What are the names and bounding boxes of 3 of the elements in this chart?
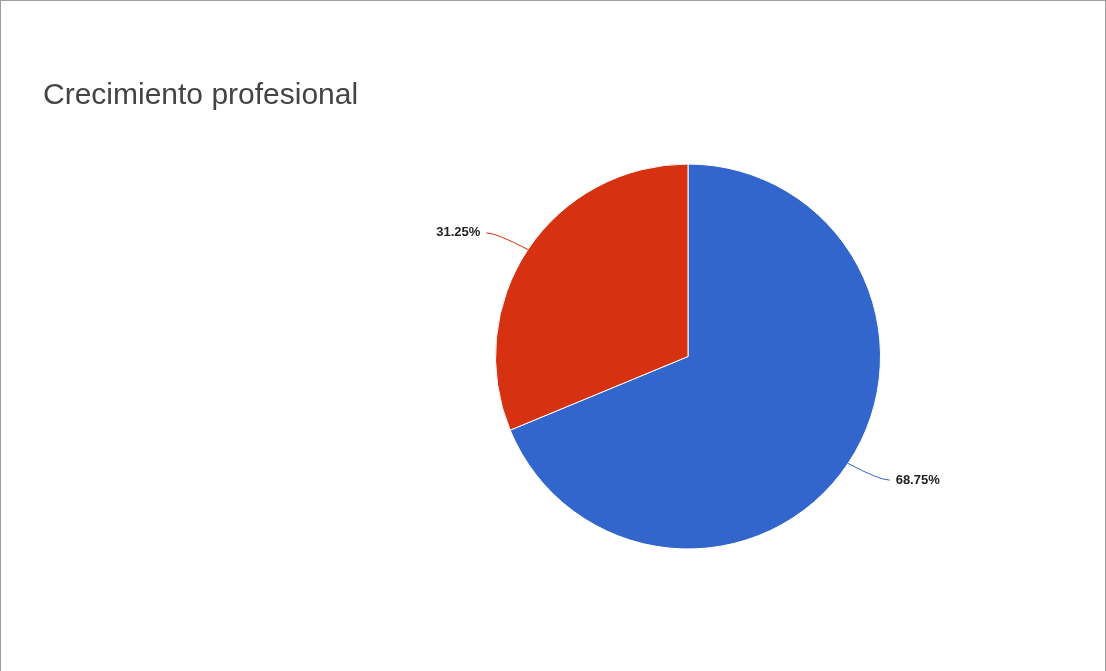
data-label: 68.75% (895, 471, 941, 487)
chart-title: Crecimiento profesional (43, 77, 359, 111)
data-label: 31.25% (436, 224, 481, 240)
